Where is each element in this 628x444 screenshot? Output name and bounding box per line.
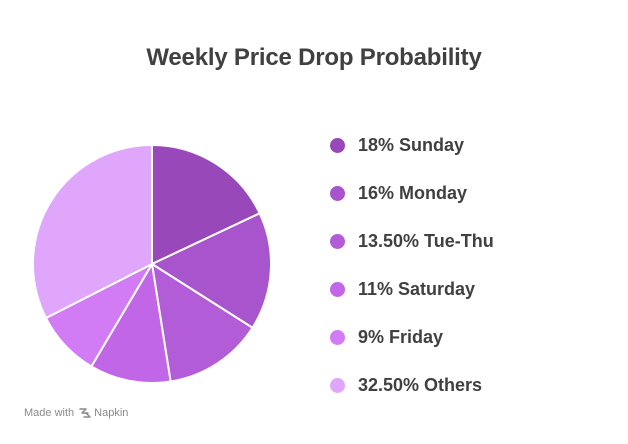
legend-item-3: 11% Saturday (330, 265, 494, 313)
made-with-text: Made with (24, 407, 75, 419)
legend-label-0: 18% Sunday (358, 134, 465, 155)
legend-label-3: 11% Saturday (358, 278, 476, 299)
pie-slice-5 (32, 144, 153, 320)
legend-label-4: 9% Friday (358, 326, 444, 347)
legend-label-2: 13.50% Tue-Thu (358, 230, 494, 251)
legend-swatch-2 (330, 233, 345, 249)
pie-slice-1 (151, 212, 272, 329)
legend-item-5: 32.50% Others (330, 361, 494, 409)
brand-name: Napkin (94, 407, 129, 419)
legend-swatch-0 (330, 137, 345, 153)
legend-swatch-5 (330, 377, 345, 393)
chart-title: Weekly Price Drop Probability (146, 44, 482, 71)
legend-item-4: 9% Friday (330, 313, 494, 361)
legend-label-1: 16% Monday (358, 182, 468, 203)
pie-slice-2 (151, 263, 254, 383)
legend-swatch-1 (330, 185, 345, 201)
pie-slice-3 (90, 263, 172, 384)
legend-swatch-3 (330, 281, 345, 297)
watermark: Made with Napkin (24, 407, 128, 419)
legend: 18% Sunday 16% Monday 13.50% Tue-Thu 11% Sa… (330, 121, 494, 409)
legend-item-2: 13.50% Tue-Thu (330, 217, 494, 265)
legend-swatch-4 (330, 329, 345, 345)
legend-label-5: 32.50% Others (358, 374, 483, 395)
legend-item-0: 18% Sunday (330, 121, 494, 169)
pie-slice-0 (151, 144, 261, 265)
napkin-logo-icon (79, 408, 91, 418)
legend-item-1: 16% Monday (330, 169, 494, 217)
